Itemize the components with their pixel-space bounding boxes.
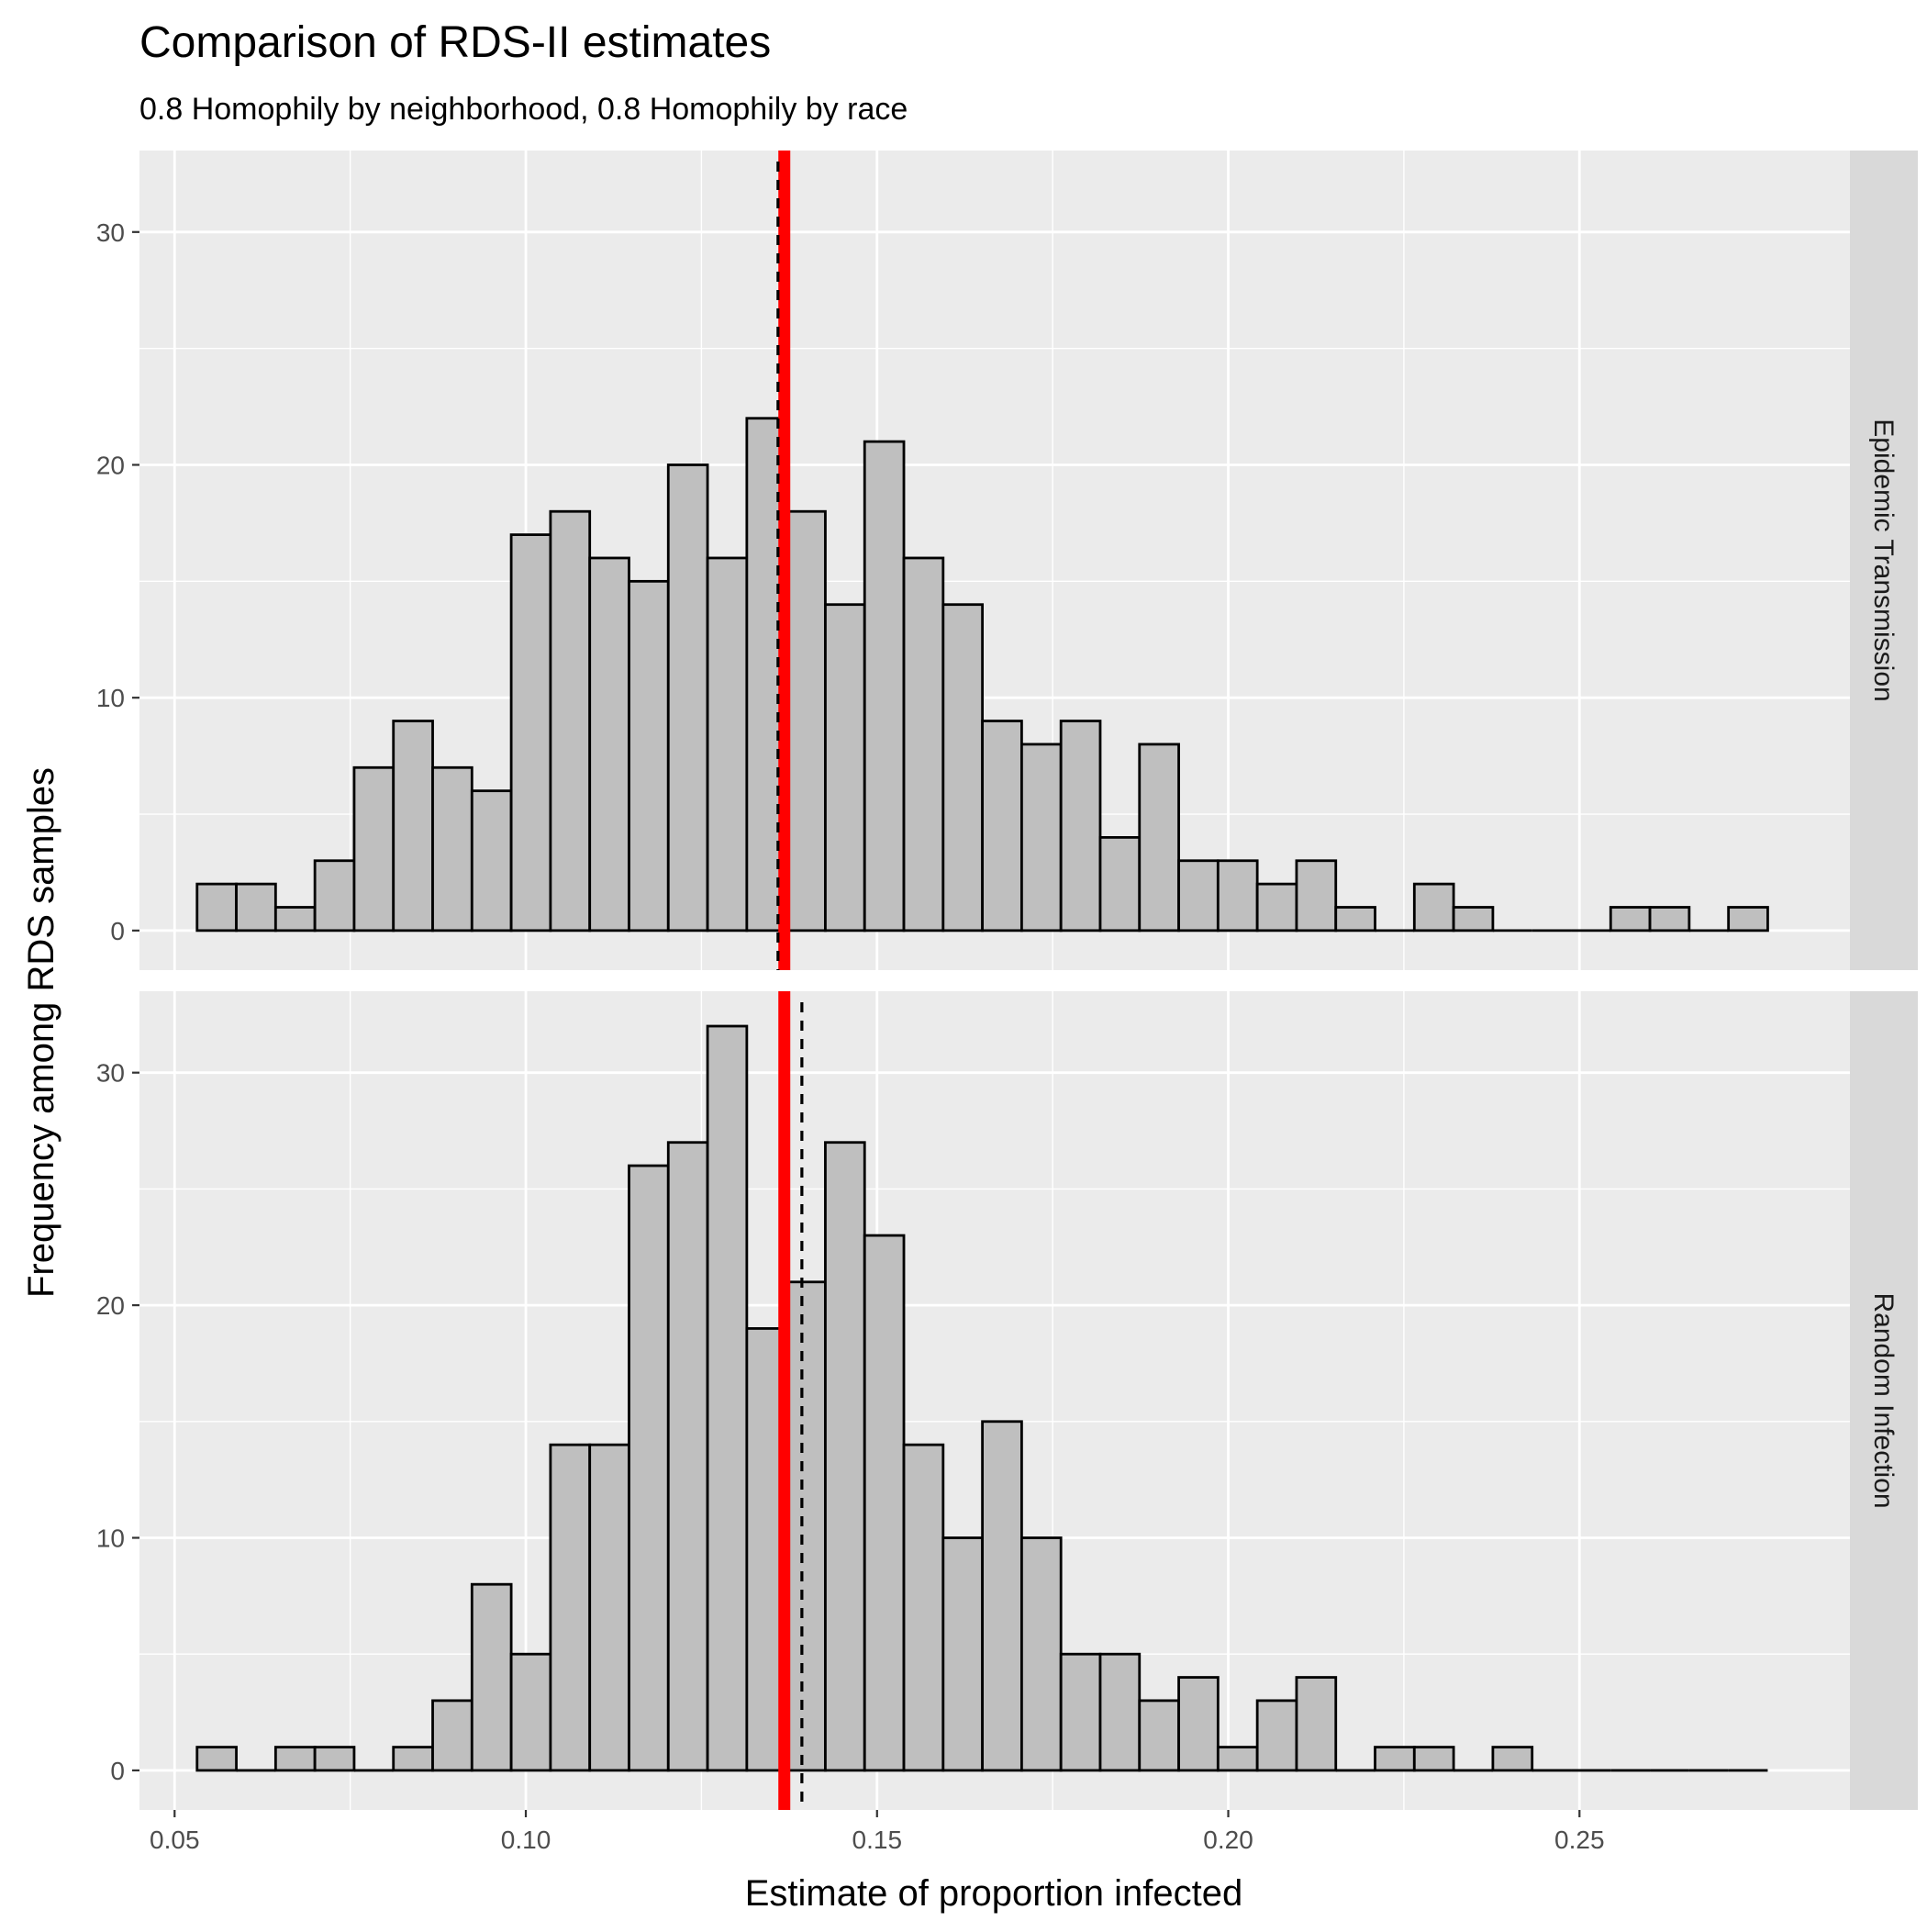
histogram-bar <box>666 1141 709 1772</box>
histogram-bar <box>195 882 238 932</box>
histogram-bar <box>1374 1746 1416 1772</box>
histogram-bar <box>588 1443 630 1772</box>
facet-panels: 0 10 20 30 Epidemic Transmission 0 10 20 30 Rando… <box>96 151 1918 1854</box>
histogram-bar <box>981 720 1023 932</box>
histogram-bar <box>352 765 395 932</box>
y-tick-label: 10 <box>96 1524 125 1553</box>
histogram-bar <box>1648 906 1691 932</box>
histogram-bar <box>1138 1699 1180 1772</box>
histogram-bar <box>628 579 670 932</box>
histogram-bar <box>628 1164 670 1772</box>
histogram-bar <box>470 1582 513 1772</box>
histogram-bar <box>235 882 277 932</box>
x-tick-label: 0.15 <box>852 1826 903 1854</box>
y-tick-label: 20 <box>96 451 125 479</box>
histogram-bar <box>549 1443 592 1772</box>
chart-title: Comparison of RDS-II estimates <box>139 18 771 67</box>
x-tick-label: 0.05 <box>150 1826 200 1854</box>
y-tick-label: 0 <box>110 1757 125 1785</box>
histogram-bar <box>1255 1699 1298 1772</box>
histogram-bar <box>1019 1536 1063 1772</box>
histogram-bar <box>1609 906 1652 932</box>
y-tick-label: 0 <box>110 917 125 945</box>
histogram-bar <box>1177 859 1220 932</box>
x-tick-label: 0.20 <box>1203 1826 1253 1854</box>
x-tick-label: 0.10 <box>501 1826 551 1854</box>
histogram-bar <box>273 906 317 932</box>
y-tick-label: 30 <box>96 1059 125 1088</box>
histogram-bar <box>1491 1746 1534 1772</box>
histogram-bar <box>1177 1676 1220 1772</box>
histogram-bar <box>1452 906 1495 932</box>
histogram-bar <box>902 556 945 932</box>
histogram-bar <box>1098 1652 1142 1772</box>
histogram-bar <box>785 509 827 932</box>
histogram-bar <box>392 720 434 932</box>
histogram-bar <box>902 1443 945 1772</box>
histogram-bar <box>941 603 985 932</box>
facet-strip-label: Epidemic Transmission <box>1868 419 1899 701</box>
histogram-bar <box>824 603 866 932</box>
y-tick-label: 30 <box>96 218 125 247</box>
histogram-bar <box>1412 1746 1455 1772</box>
facet-strip-label: Random Infection <box>1868 1292 1899 1508</box>
histogram-bar <box>1216 1746 1259 1772</box>
histogram-bar <box>509 1652 552 1772</box>
y-axis-title: Frequency among RDS samples <box>21 767 61 1298</box>
histogram-bar <box>863 1234 906 1772</box>
histogram-bar <box>195 1746 238 1772</box>
histogram-bar <box>588 556 630 932</box>
x-tick-label: 0.25 <box>1554 1826 1605 1854</box>
histogram-bar <box>706 556 749 932</box>
histogram-bar <box>1019 743 1063 932</box>
histogram-bar <box>1059 1652 1102 1772</box>
histogram-bar <box>863 440 906 932</box>
facet-panel: 0 10 20 30 Random Infection 0.05 0.10 0.15 0.20 0… <box>96 991 1918 1854</box>
histogram-bar <box>1255 882 1298 932</box>
histogram-bar <box>273 1746 317 1772</box>
y-tick-label: 20 <box>96 1291 125 1320</box>
x-axis-title: Estimate of proportion infected <box>745 1873 1243 1914</box>
chart-subtitle: 0.8 Homophily by neighborhood, 0.8 Homop… <box>139 92 908 127</box>
histogram-bar <box>431 1699 473 1772</box>
histogram-bar <box>1098 835 1142 932</box>
histogram-bar <box>1295 1676 1338 1772</box>
histogram-bar <box>1059 720 1102 932</box>
facet-strip <box>1850 991 1918 1810</box>
histogram-bar <box>941 1536 985 1772</box>
histogram-bar <box>666 463 709 932</box>
facet-strip <box>1850 151 1918 970</box>
histogram-bar <box>549 509 592 932</box>
histogram-bar <box>313 859 356 932</box>
histogram-bar <box>981 1420 1023 1772</box>
histogram-bar <box>824 1141 866 1772</box>
histogram-bar <box>431 765 473 932</box>
histogram-bar <box>1295 859 1338 932</box>
histogram-bar <box>1412 882 1455 932</box>
histogram-bar <box>509 533 552 932</box>
histogram-bar <box>1216 859 1259 932</box>
histogram-bar <box>1334 906 1376 932</box>
histogram-bar <box>1138 743 1180 932</box>
histogram-bar <box>706 1024 749 1772</box>
histogram-bar <box>313 1746 356 1772</box>
histogram-bar <box>392 1746 434 1772</box>
facet-panel: 0 10 20 30 Epidemic Transmission <box>96 151 1918 970</box>
histogram-bar <box>1727 906 1769 932</box>
histogram-bar <box>470 789 513 932</box>
histogram-bar <box>785 1280 827 1772</box>
y-tick-label: 10 <box>96 684 125 712</box>
